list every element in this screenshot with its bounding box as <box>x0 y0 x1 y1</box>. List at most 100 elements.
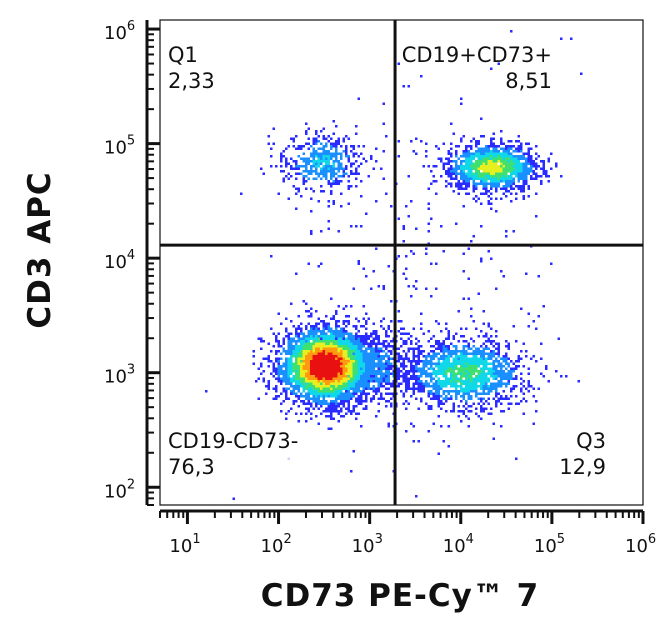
event-point <box>340 337 343 340</box>
event-point <box>485 400 488 403</box>
event-point <box>452 372 455 375</box>
event-point <box>305 402 308 405</box>
event-point <box>452 390 455 393</box>
event-point <box>460 385 463 388</box>
event-point <box>442 367 445 370</box>
event-point <box>407 387 410 390</box>
event-point <box>357 347 360 350</box>
event-point <box>317 367 320 370</box>
event-point <box>505 235 508 238</box>
event-point <box>422 390 425 393</box>
event-point <box>285 175 288 178</box>
event-point <box>407 372 410 375</box>
event-point <box>512 177 515 180</box>
event-point <box>352 350 355 353</box>
event-point <box>450 382 453 385</box>
event-point <box>455 382 458 385</box>
event-point <box>507 185 510 188</box>
event-point <box>517 135 520 138</box>
event-point <box>495 330 498 333</box>
event-point <box>277 380 280 383</box>
event-point <box>517 162 520 165</box>
event-point <box>452 377 455 380</box>
event-point <box>330 192 333 195</box>
event-point <box>362 325 365 328</box>
event-point <box>305 325 308 328</box>
event-point <box>480 157 483 160</box>
event-point <box>320 320 323 323</box>
event-point <box>460 185 463 188</box>
event-point <box>302 400 305 403</box>
event-point <box>300 195 303 198</box>
event-point <box>525 175 528 178</box>
quadrant-q3-name: Q3 <box>576 429 606 453</box>
event-point <box>382 102 385 105</box>
event-point <box>305 367 308 370</box>
event-point <box>482 392 485 395</box>
event-point <box>370 340 373 343</box>
event-point <box>322 172 325 175</box>
event-point <box>475 145 478 148</box>
event-point <box>492 360 495 363</box>
event-point <box>340 372 343 375</box>
event-point <box>520 187 523 190</box>
event-point <box>337 340 340 343</box>
event-point <box>352 395 355 398</box>
event-point <box>315 400 318 403</box>
event-point <box>425 155 428 158</box>
event-point <box>305 167 308 170</box>
event-point <box>455 177 458 180</box>
event-point <box>332 335 335 338</box>
event-point <box>320 357 323 360</box>
event-point <box>467 382 470 385</box>
event-point <box>330 177 333 180</box>
event-point <box>305 345 308 348</box>
event-point <box>282 177 285 180</box>
event-point <box>457 410 460 413</box>
event-point <box>455 162 458 165</box>
event-point <box>327 337 330 340</box>
event-point <box>402 227 405 230</box>
event-point <box>430 380 433 383</box>
event-point <box>340 335 343 338</box>
event-point <box>337 395 340 398</box>
event-point <box>455 395 458 398</box>
event-point <box>405 380 408 383</box>
event-point <box>492 375 495 378</box>
event-point <box>415 287 418 290</box>
event-point <box>402 392 405 395</box>
event-point <box>440 400 443 403</box>
event-point <box>495 382 498 385</box>
event-point <box>337 390 340 393</box>
event-point <box>485 162 488 165</box>
event-point <box>317 155 320 158</box>
event-point <box>322 372 325 375</box>
event-point <box>520 165 523 168</box>
event-point <box>352 407 355 410</box>
event-point <box>460 155 463 158</box>
event-point <box>490 177 493 180</box>
event-point <box>340 390 343 393</box>
event-point <box>335 372 338 375</box>
event-point <box>455 175 458 178</box>
event-point <box>427 355 430 358</box>
event-point <box>520 142 523 145</box>
event-point <box>295 342 298 345</box>
event-point <box>302 157 305 160</box>
event-point <box>315 137 318 140</box>
event-point <box>325 355 328 358</box>
event-point <box>465 180 468 183</box>
event-point <box>347 395 350 398</box>
event-point <box>525 350 528 353</box>
event-point <box>370 365 373 368</box>
event-point <box>272 365 275 368</box>
event-point <box>467 192 470 195</box>
event-point <box>332 167 335 170</box>
event-point <box>387 360 390 363</box>
event-point <box>460 170 463 173</box>
event-point <box>530 155 533 158</box>
event-point <box>307 402 310 405</box>
event-point <box>310 325 313 328</box>
event-point <box>365 382 368 385</box>
event-point <box>320 147 323 150</box>
